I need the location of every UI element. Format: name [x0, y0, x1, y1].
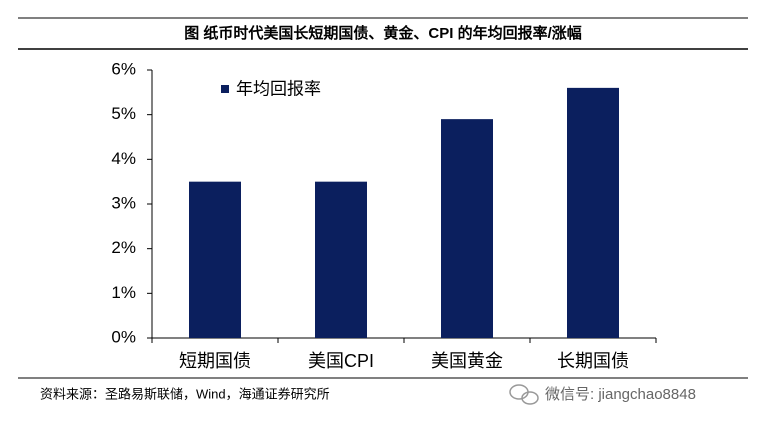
source-note: 资料来源：圣路易斯联储，Wind，海通证券研究所 [40, 386, 330, 401]
y-tick-label: 4% [111, 149, 136, 168]
legend-label: 年均回报率 [236, 79, 321, 98]
x-tick-label: 美国CPI [308, 351, 374, 371]
y-tick-label: 2% [111, 238, 136, 257]
watermark-icon [509, 384, 539, 405]
bar [315, 181, 367, 338]
legend-swatch [221, 85, 229, 93]
x-tick-label: 美国黄金 [431, 351, 503, 371]
y-tick-label: 6% [111, 59, 136, 78]
y-tick-label: 3% [111, 193, 136, 212]
x-tick-label: 短期国债 [179, 351, 251, 371]
bar [567, 87, 619, 338]
y-tick-label: 0% [111, 327, 136, 346]
bar [441, 119, 493, 338]
bar [189, 181, 241, 338]
chart-title: 图 纸币时代美国长短期国债、黄金、CPI 的年均回报率/涨幅 [184, 24, 582, 42]
y-tick-label: 5% [111, 104, 136, 123]
y-tick-label: 1% [111, 283, 136, 302]
watermark: 微信号: jiangchao8848 [545, 386, 696, 403]
x-tick-label: 长期国债 [557, 351, 629, 371]
